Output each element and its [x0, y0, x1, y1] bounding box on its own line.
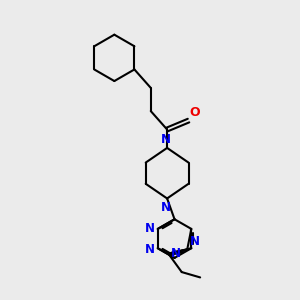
Text: N: N: [145, 243, 155, 256]
Text: N: N: [190, 235, 200, 248]
Text: N: N: [145, 221, 155, 235]
Text: N: N: [171, 247, 181, 260]
Text: N: N: [161, 133, 171, 146]
Text: O: O: [190, 106, 200, 119]
Text: N: N: [161, 200, 171, 214]
